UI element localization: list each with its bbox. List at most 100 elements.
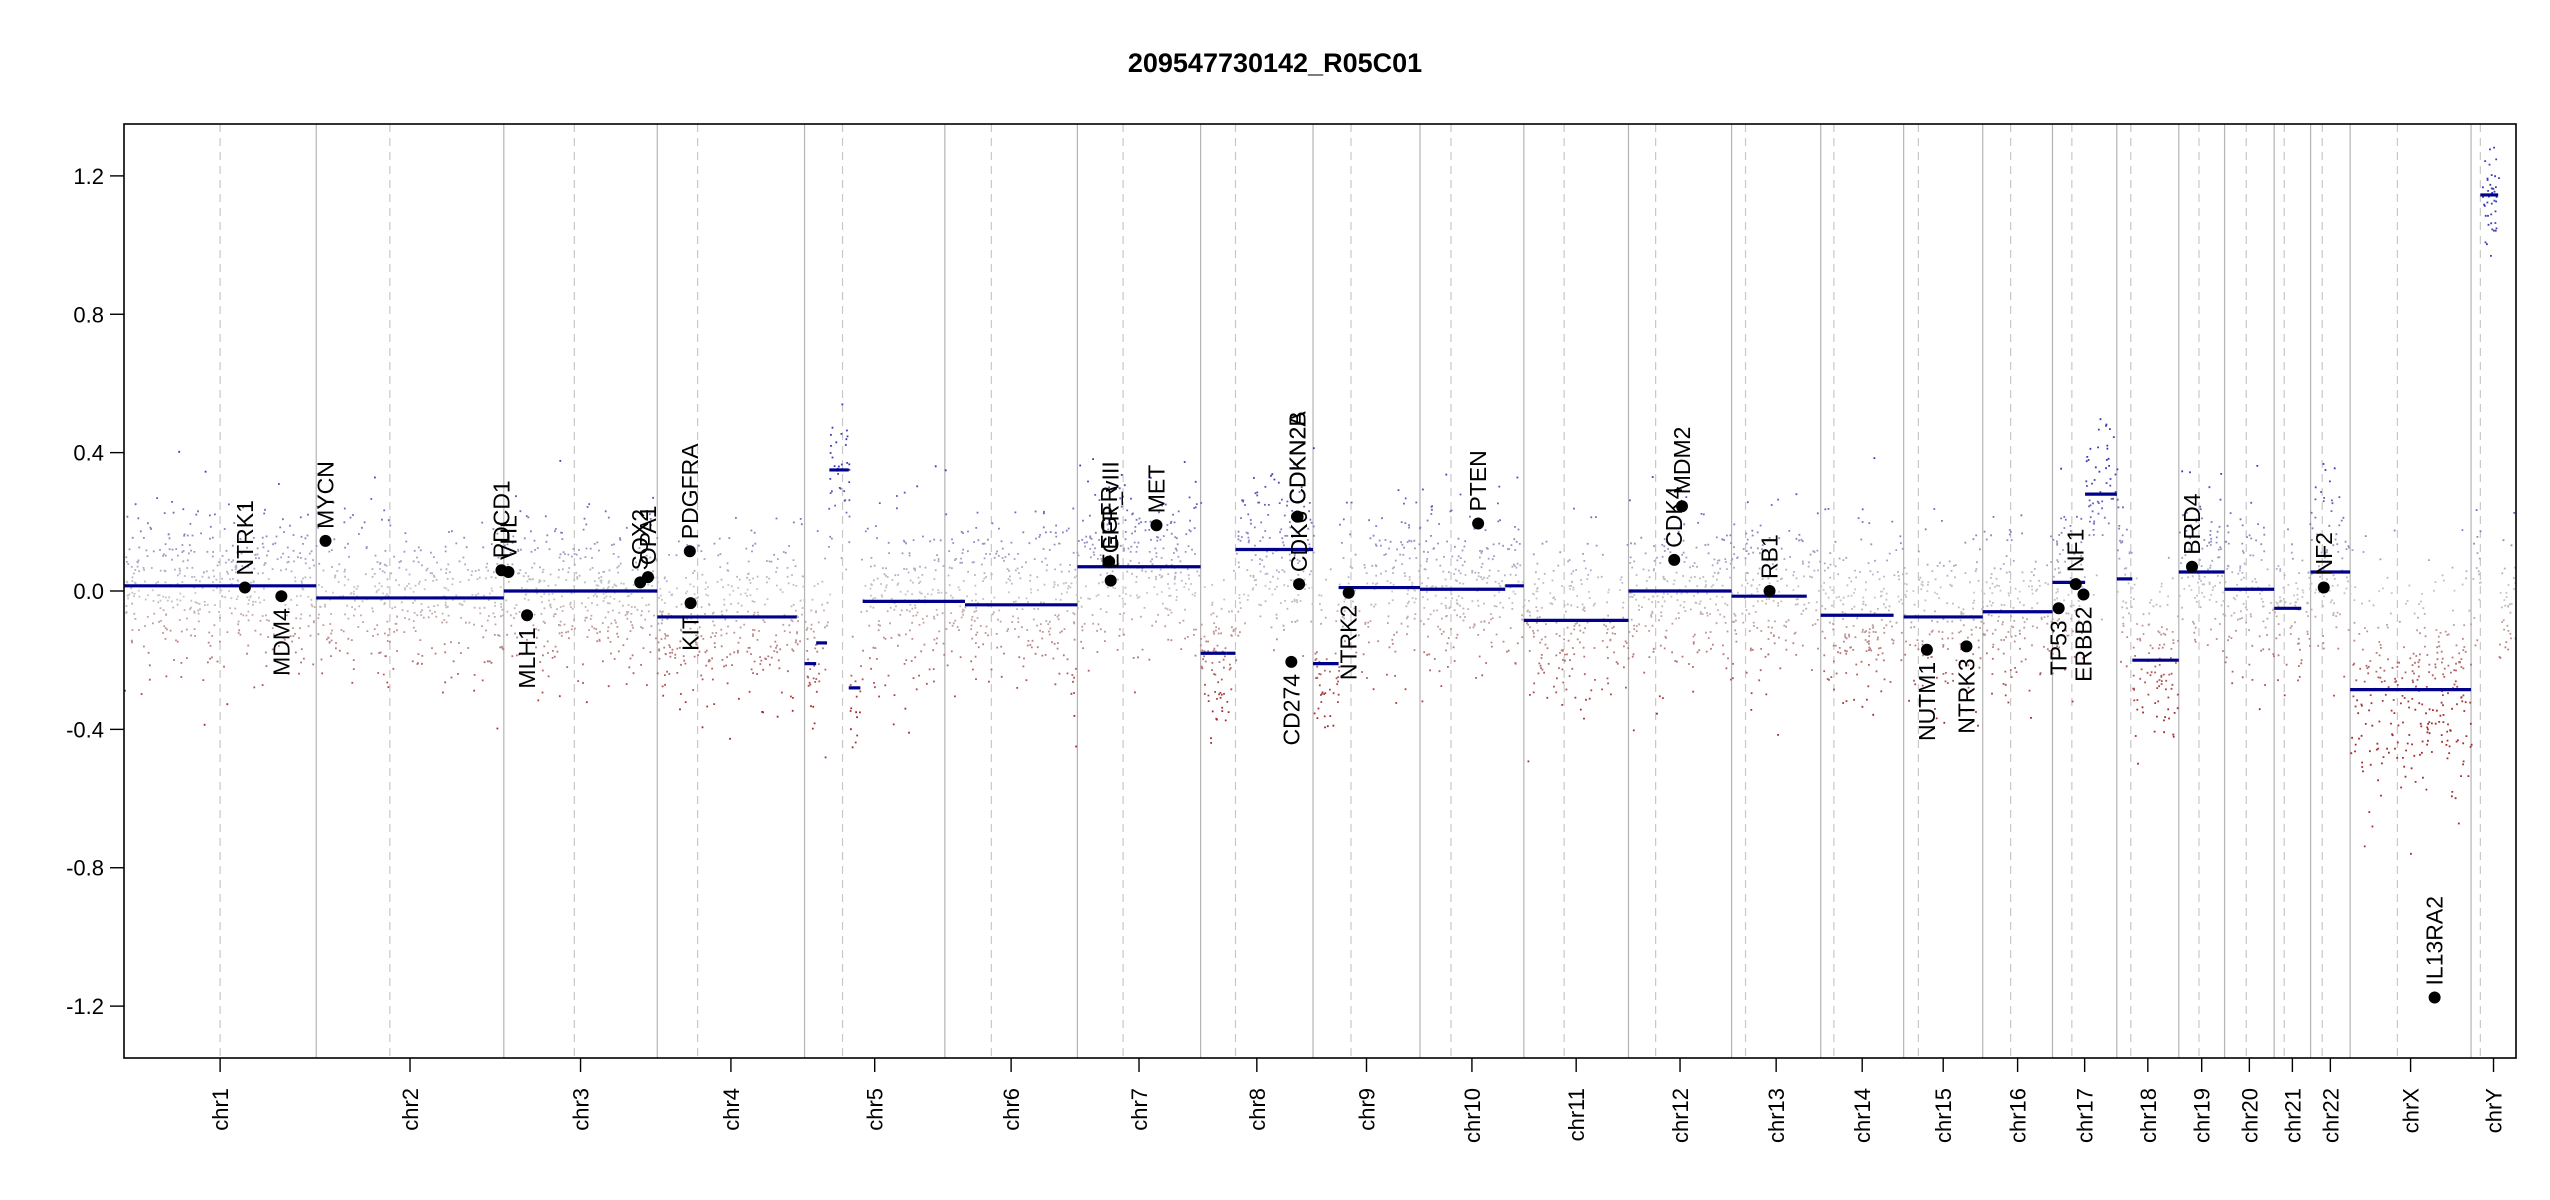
gene-label: MET	[1143, 465, 1169, 514]
probe-point-group	[541, 669, 2457, 673]
gene-marker	[683, 545, 696, 558]
gene-label: PDCD1	[488, 480, 514, 558]
gene-label: VHL	[495, 515, 521, 560]
gene-label: MLH1	[514, 627, 540, 688]
probe-point-group	[1264, 503, 1266, 506]
probe-point-group	[837, 473, 2223, 476]
probe-point-group	[253, 590, 2328, 594]
probe-point-group	[236, 551, 2327, 554]
probe-point-group	[131, 628, 2438, 632]
probe-point-group	[416, 662, 2457, 666]
gene-marker	[1285, 655, 1298, 668]
probe-point-group	[137, 589, 2456, 593]
gene-marker	[1150, 519, 1163, 532]
probe-point-group	[264, 508, 2478, 512]
probe-point-group	[163, 512, 2232, 515]
probe-point-group	[556, 650, 2467, 653]
probe-point-group	[176, 582, 2464, 586]
probe-point-group	[144, 625, 2293, 628]
probe-point-group	[312, 663, 2472, 666]
probe-point-group	[1561, 703, 2424, 706]
probe-point-group	[844, 498, 2317, 502]
probe-point-group	[147, 651, 2461, 655]
chromosome-label: chr12	[1668, 1088, 1693, 1143]
gene-label: EGFR	[1096, 486, 1122, 550]
probe-point-group	[330, 655, 2418, 658]
chromosome-label: chrX	[2399, 1088, 2424, 1134]
probe-point-group	[1579, 708, 2434, 711]
probe-point-group	[230, 596, 2235, 600]
probe-point-group	[1188, 496, 1191, 499]
probe-point-group	[265, 535, 2367, 538]
probe-point-group	[706, 705, 2357, 708]
gene-label: CDK4	[1661, 486, 1687, 548]
probe-point-group	[585, 701, 2472, 704]
probe-point-group	[159, 569, 2344, 572]
probe-point-group	[365, 545, 1735, 548]
probe-point-group	[1123, 484, 2112, 487]
probe-point-group	[481, 679, 2386, 682]
gene-marker	[2317, 581, 2330, 594]
probe-point-group	[850, 707, 2453, 710]
probe-point-group	[137, 517, 2203, 520]
chromosome-label: chr18	[2136, 1088, 2161, 1143]
probe-point-group	[165, 596, 2508, 599]
gene-marker	[2186, 560, 2199, 573]
probe-point-group	[810, 704, 2363, 708]
probe-point-group	[142, 566, 2517, 570]
probe-point-group	[382, 673, 2445, 676]
probe-point-group	[916, 485, 2088, 488]
probe-point-group	[148, 664, 2450, 667]
probe-point-group	[147, 521, 1871, 525]
probe-point-group	[790, 695, 2463, 699]
chromosome-label: chr6	[999, 1088, 1024, 1131]
probe-point-group	[282, 518, 2242, 521]
gene-marker	[684, 597, 697, 610]
probe-point-group	[525, 514, 1091, 518]
chart-title: 209547730142_R05C01	[1128, 48, 1422, 78]
chromosome-label: chr19	[2190, 1088, 2215, 1143]
gene-label: BRD4	[2179, 493, 2205, 555]
probe-point-group	[132, 572, 2504, 575]
probe-point-group	[124, 689, 2420, 692]
probe-point-group	[2134, 655, 2136, 657]
probe-point-group	[1445, 473, 1448, 476]
probe-point-group	[225, 561, 2192, 565]
probe-point-group	[535, 627, 1452, 630]
probe-point-group	[843, 499, 2333, 502]
gene-label: CDKN2A	[1285, 411, 1311, 505]
axes: 1.2 0.8 0.4 0.0 -0.4 -0.8 -1.2 chr1 chr2 chr3 chr4…	[66, 123, 2517, 1143]
gene-label: IL13RA2	[2422, 896, 2448, 986]
gene-marker	[1763, 585, 1776, 597]
probe-point-group	[131, 579, 2203, 583]
probe-point-group	[242, 614, 2233, 617]
probe-point-group	[750, 529, 2396, 532]
probe-point-group	[1211, 710, 1214, 713]
gene-marker	[1291, 510, 1304, 523]
probe-point-group	[172, 606, 2247, 609]
probe-point-group	[932, 648, 2465, 652]
probe-point-group	[839, 487, 842, 490]
probe-point-group	[227, 572, 2481, 576]
probe-point-group	[125, 610, 2308, 614]
gene-marker	[319, 534, 332, 547]
probe-point-group	[157, 601, 2332, 604]
probe-point-group	[197, 509, 2333, 513]
probe-point-group	[165, 613, 2335, 617]
probe-point-group	[405, 540, 2347, 543]
probe-point-group	[176, 603, 2169, 607]
probe-point-group	[1651, 476, 1654, 478]
probe-point-group	[162, 631, 2196, 634]
gene-label: NF1	[2063, 529, 2089, 572]
probe-point-group	[131, 536, 2253, 540]
probe-point-group	[829, 491, 1257, 495]
probe-point-group	[748, 690, 2444, 693]
chromosome-label: chr9	[1355, 1088, 1380, 1131]
chromosome-label: chr20	[2237, 1088, 2262, 1143]
probe-point-group	[679, 708, 2431, 711]
gene-marker	[1293, 578, 1306, 591]
probe-point-group	[1249, 519, 1252, 521]
gene-label: MYCN	[313, 461, 339, 529]
gene-marker	[1103, 555, 1116, 568]
gene-label: CD274	[1278, 674, 1304, 746]
